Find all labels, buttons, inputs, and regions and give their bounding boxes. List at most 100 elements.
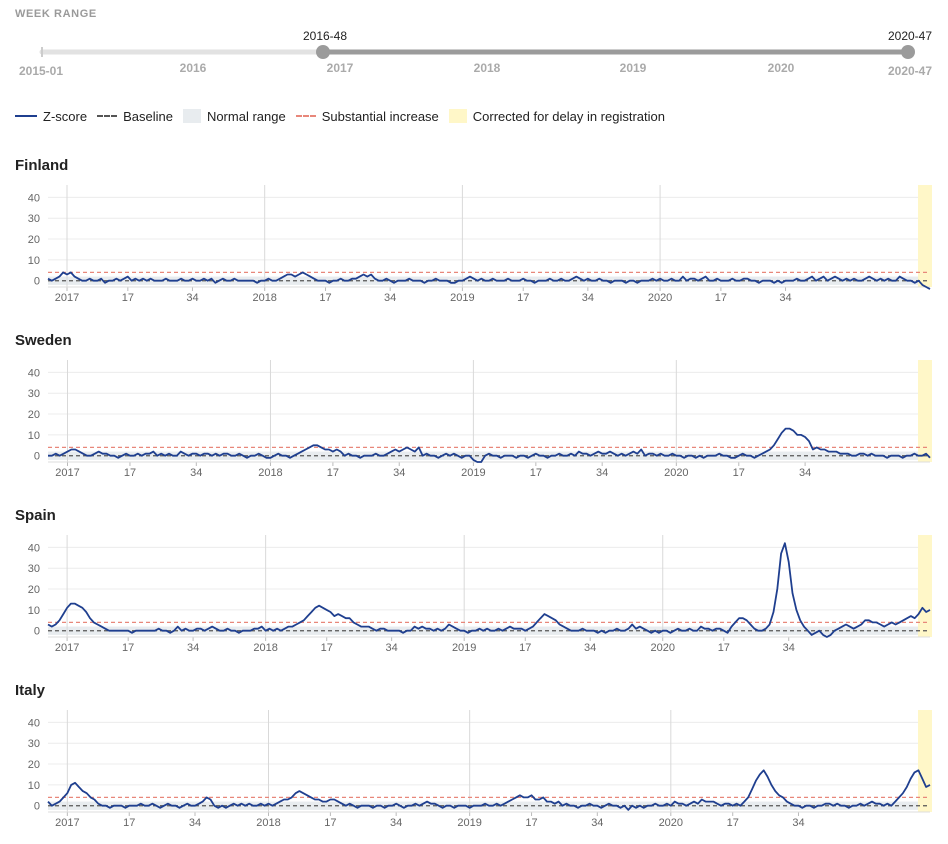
x-tick-label: 17 [517,292,529,304]
y-tick-label: 30 [28,563,40,575]
x-tick-label: 17 [327,467,339,479]
x-tick-label: 17 [530,467,542,479]
baseline-dash-swatch [97,115,118,117]
slider-end-value: 2020-47 [888,29,932,43]
y-tick-label: 10 [28,430,40,442]
x-tick-label: 34 [187,642,199,654]
slider-start-handle[interactable] [316,45,330,59]
legend-label: Normal range [206,108,286,124]
chart-title-finland: Finland [15,157,69,174]
y-tick-label: 40 [28,717,40,729]
y-tick-label: 0 [34,451,40,463]
x-tick-label: 34 [591,817,603,829]
x-tick-label: 2019 [450,292,474,304]
corrected-swatch [448,109,467,123]
y-tick-label: 30 [28,213,40,225]
chart-title-italy: Italy [15,682,46,699]
y-tick-label: 40 [28,542,40,554]
x-tick-label: 34 [390,817,402,829]
x-tick-label: 2018 [256,817,280,829]
slider-min-label: 2015-01 [19,64,63,78]
legend-label: Baseline [123,108,173,124]
x-tick-label: 34 [393,467,405,479]
x-tick-label: 2018 [252,292,276,304]
zscore-chart-finland: 0 10 20 30 40 2017 17 34 2018 17 34 2019 17 34 2020 17 3… [28,185,932,304]
x-tick-label: 34 [799,467,811,479]
y-tick-label: 10 [28,780,40,792]
x-tick-label: 34 [584,642,596,654]
legend-item-substantial-increase[interactable]: Substantial increase [295,108,439,124]
normal-range-swatch [182,109,201,123]
x-tick-label: 17 [525,817,537,829]
legend-label: Substantial increase [321,108,439,124]
slider-end-handle[interactable] [901,45,915,59]
slider-year-label: 2017 [327,61,354,75]
x-tick-label: 17 [718,642,730,654]
slider-year-label: 2018 [474,61,501,75]
y-tick-label: 0 [34,801,40,813]
substantial-dash-swatch [295,115,316,117]
x-tick-label: 17 [124,467,136,479]
x-tick-label: 34 [190,467,202,479]
legend-item-baseline[interactable]: Baseline [97,109,173,124]
x-tick-label: 2018 [253,642,277,654]
x-tick-label: 2017 [55,817,79,829]
slider-year-label: 2016 [180,61,207,75]
slider-year-label: 2019 [620,61,647,75]
zscore-chart-sweden: 0 10 20 30 40 2017 17 34 2018 17 34 2019 17 34 2020 17 3… [28,360,932,479]
y-tick-label: 10 [28,255,40,267]
x-tick-label: 34 [779,292,791,304]
y-tick-label: 30 [28,388,40,400]
week-range-label: WEEK RANGE [15,8,97,20]
corrected-delay-band [918,185,932,287]
legend: Z-score Baseline Normal range Substantia… [15,106,675,126]
x-tick-label: 34 [582,292,594,304]
y-tick-label: 0 [34,276,40,288]
corrected-delay-band [918,710,932,812]
x-tick-label: 2019 [461,467,485,479]
x-tick-label: 2020 [648,292,672,304]
y-tick-label: 30 [28,738,40,750]
x-tick-label: 17 [519,642,531,654]
zscore-series-line[interactable] [48,427,931,463]
x-tick-label: 2019 [452,642,476,654]
x-tick-label: 2017 [55,467,79,479]
corrected-delay-band [918,360,932,462]
week-range-slider[interactable]: 2016-48 2020-47 2015-01 2020-47 2016 201… [0,22,948,82]
y-tick-label: 10 [28,605,40,617]
slider-year-label: 2020 [768,61,795,75]
x-tick-label: 2020 [650,642,674,654]
x-tick-label: 34 [186,292,198,304]
y-tick-label: 20 [28,409,40,421]
legend-item-zscore[interactable]: Z-score [15,109,87,124]
x-tick-label: 34 [596,467,608,479]
x-tick-label: 17 [733,467,745,479]
x-tick-label: 34 [792,817,804,829]
zscore-line-swatch [15,115,37,117]
chart-title-spain: Spain [15,507,56,524]
y-tick-label: 40 [28,367,40,379]
zscore-series-line[interactable] [47,769,931,811]
chart-title-sweden: Sweden [15,332,72,349]
x-tick-label: 17 [122,642,134,654]
legend-item-corrected[interactable]: Corrected for delay in registration [448,109,665,124]
slider-start-value: 2016-48 [303,29,347,43]
y-tick-label: 20 [28,759,40,771]
legend-label: Z-score [43,108,88,124]
x-tick-label: 34 [189,817,201,829]
zscore-chart-italy: 0 10 20 30 40 2017 17 34 2018 17 34 2019 17 34 2020 17 3… [28,710,932,829]
x-tick-label: 2020 [664,467,688,479]
x-tick-label: 17 [727,817,739,829]
x-tick-label: 17 [324,817,336,829]
zscore-series-line[interactable] [47,542,931,638]
x-tick-label: 17 [321,642,333,654]
zscore-series-line[interactable] [47,271,931,290]
slider-max-label: 2020-47 [888,64,932,78]
y-tick-label: 40 [28,192,40,204]
x-tick-label: 17 [122,292,134,304]
x-tick-label: 34 [384,292,396,304]
x-tick-label: 2017 [55,642,79,654]
x-tick-label: 2020 [659,817,683,829]
legend-item-normal-range[interactable]: Normal range [182,108,286,124]
x-tick-label: 17 [319,292,331,304]
